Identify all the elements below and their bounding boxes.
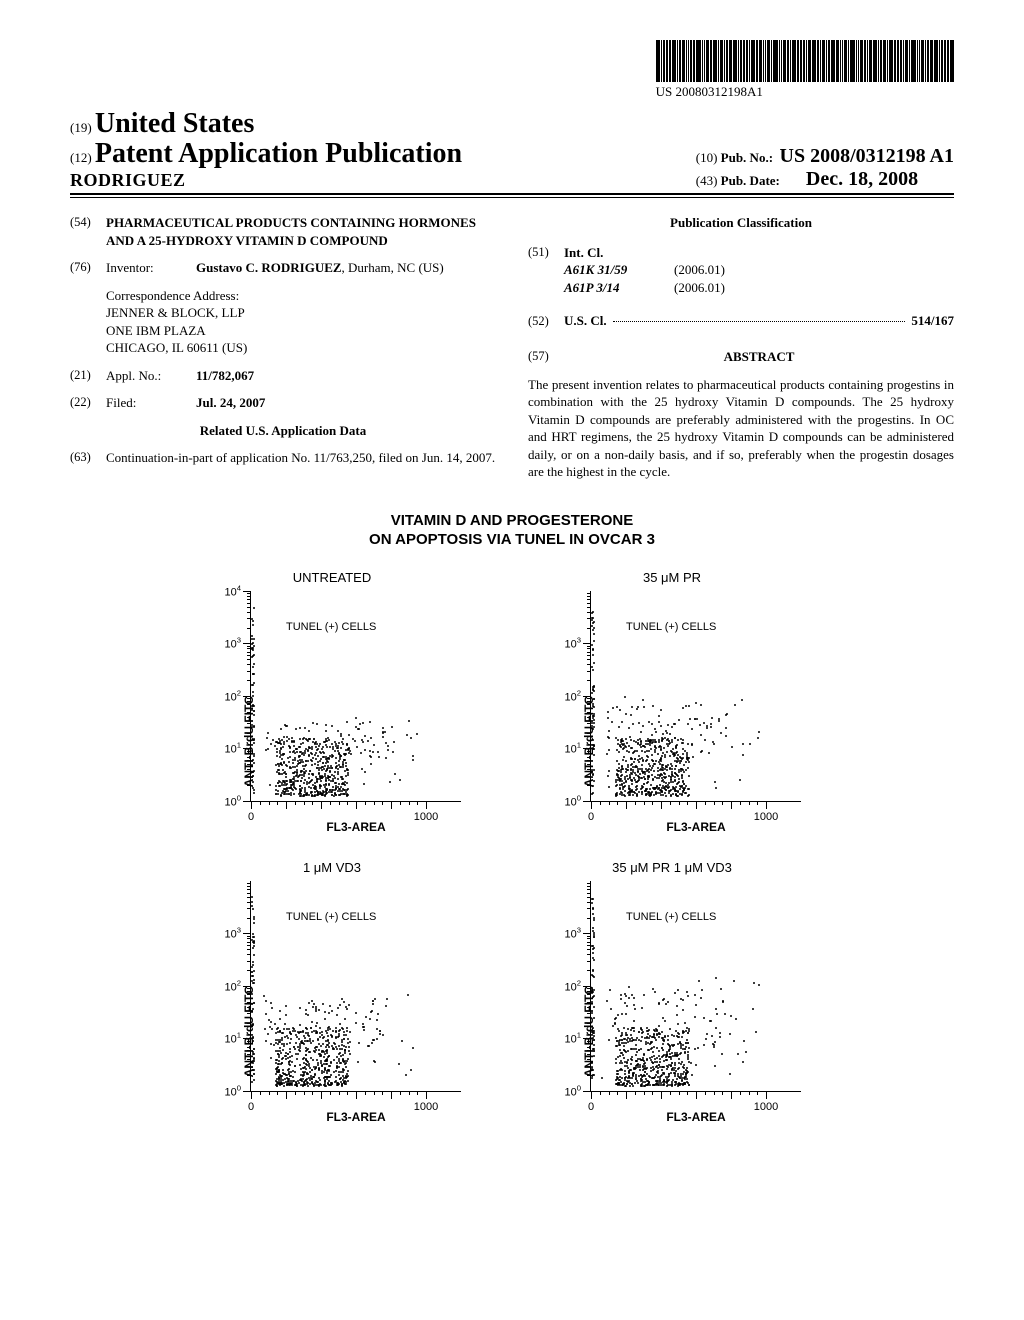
pubdate: Dec. 18, 2008	[806, 168, 918, 190]
y-tick-label: 102	[224, 689, 241, 704]
x-tick-label: 1000	[754, 811, 778, 823]
country-code: (19)	[70, 120, 92, 135]
filed-label: Filed:	[106, 394, 196, 412]
abstract-text: The present invention relates to pharmac…	[528, 376, 954, 481]
inventor-label: Inventor:	[106, 259, 196, 277]
barcode-number: US 20080312198A1	[656, 84, 954, 100]
abstract-code: (57)	[528, 348, 564, 366]
scatter-panel: UNTREATEDANTI-BrdU FITC10010110210310401…	[202, 570, 462, 830]
applno-label: Appl. No.:	[106, 367, 196, 385]
y-axis-label: ANTI-BrdU FITC	[242, 986, 256, 1077]
applicant-name: RODRIGUEZ	[70, 170, 462, 191]
cip-text: Continuation-in-part of application No. …	[106, 449, 496, 467]
filed-date: Jul. 24, 2007	[196, 395, 265, 410]
intcl-entry: A61K 31/59(2006.01)	[564, 261, 954, 279]
intcl-code: (51)	[528, 244, 564, 262]
correspondence-line: CHICAGO, IL 60611 (US)	[106, 339, 496, 357]
barcode-area: US 20080312198A1	[70, 40, 954, 100]
x-tick-label: 1000	[414, 1101, 438, 1113]
y-tick-label: 103	[224, 636, 241, 651]
y-tick-label: 100	[224, 1084, 241, 1099]
uscl-code: (52)	[528, 313, 564, 330]
bibliographic-columns: (54) PHARMACEUTICAL PRODUCTS CONTAINING …	[70, 214, 954, 481]
pubno: US 2008/0312198 A1	[780, 145, 954, 167]
filed-code: (22)	[70, 394, 106, 412]
country: United States	[95, 108, 254, 139]
intcl-version: (2006.01)	[674, 279, 725, 297]
pubno-label: Pub. No.:	[721, 150, 773, 165]
y-tick-label: 101	[564, 1031, 581, 1046]
y-tick-label: 100	[564, 794, 581, 809]
scatter-plot: ANTI-BrdU FITC10010110210310401000TUNEL …	[250, 591, 461, 802]
left-column: (54) PHARMACEUTICAL PRODUCTS CONTAINING …	[70, 214, 496, 481]
x-tick-label: 0	[588, 811, 594, 823]
tunel-label: TUNEL (+) CELLS	[626, 621, 716, 633]
intcl-list: A61K 31/59(2006.01)A61P 3/14(2006.01)	[564, 261, 954, 296]
uscl-label: U.S. Cl.	[564, 312, 607, 330]
y-tick-label: 102	[564, 979, 581, 994]
pubno-code: (10)	[696, 150, 718, 165]
intcl-class: A61P 3/14	[564, 279, 674, 297]
panel-title: 1 μM VD3	[202, 860, 462, 875]
scatter-plot: ANTI-BrdU FITC10010110210301000TUNEL (+)…	[590, 881, 801, 1092]
y-tick-label: 103	[564, 636, 581, 651]
dotted-leader	[613, 321, 906, 322]
inventor-loc: , Durham, NC (US)	[342, 260, 444, 275]
invention-title: PHARMACEUTICAL PRODUCTS CONTAINING HORMO…	[106, 214, 496, 249]
related-header: Related U.S. Application Data	[70, 422, 496, 440]
x-tick-label: 0	[588, 1101, 594, 1113]
x-tick-label: 0	[248, 811, 254, 823]
y-tick-label: 102	[564, 689, 581, 704]
y-tick-label: 100	[224, 794, 241, 809]
scatter-plot: ANTI-BrdU FITC10010110210301000TUNEL (+)…	[250, 881, 461, 1092]
pubdate-code: (43)	[696, 173, 718, 188]
x-tick-label: 1000	[754, 1101, 778, 1113]
scatter-panel: 35 μM PR 1 μM VD3 ANTI-BrdU FITC100101102…	[542, 860, 802, 1120]
uscl-value: 514/167	[911, 312, 954, 330]
y-tick-label: 101	[564, 741, 581, 756]
panel-title: 35 μM PR	[542, 570, 802, 585]
panel-title: 35 μM PR 1 μM VD3	[542, 860, 802, 875]
pubdate-label: Pub. Date:	[721, 173, 780, 188]
correspondence-line: JENNER & BLOCK, LLP	[106, 304, 496, 322]
scatter-panel: 35 μM PRANTI-BrdU FITC10010110210301000T…	[542, 570, 802, 830]
barcode	[656, 40, 954, 82]
scatter-panel: 1 μM VD3ANTI-BrdU FITC10010110210301000T…	[202, 860, 462, 1120]
scatter-plot: ANTI-BrdU FITC10010110210301000TUNEL (+)…	[590, 591, 801, 802]
correspondence-line: ONE IBM PLAZA	[106, 322, 496, 340]
y-tick-label: 101	[224, 1031, 241, 1046]
tunel-label: TUNEL (+) CELLS	[286, 911, 376, 923]
figure-title: VITAMIN D AND PROGESTERONE ON APOPTOSIS …	[70, 511, 954, 550]
y-tick-label: 102	[224, 979, 241, 994]
title-code: (54)	[70, 214, 106, 249]
abstract-header: ABSTRACT	[564, 348, 954, 366]
correspondence-label: Correspondence Address:	[106, 287, 496, 305]
intcl-version: (2006.01)	[674, 261, 725, 279]
x-tick-label: 0	[248, 1101, 254, 1113]
y-tick-label: 103	[224, 926, 241, 941]
figure-area: VITAMIN D AND PROGESTERONE ON APOPTOSIS …	[70, 511, 954, 1120]
intcl-entry: A61P 3/14(2006.01)	[564, 279, 954, 297]
figure-grid: UNTREATEDANTI-BrdU FITC10010110210310401…	[202, 570, 822, 1120]
intcl-class: A61K 31/59	[564, 261, 674, 279]
cip-code: (63)	[70, 449, 106, 467]
y-tick-label: 101	[224, 741, 241, 756]
applno-code: (21)	[70, 367, 106, 385]
tunel-label: TUNEL (+) CELLS	[286, 621, 376, 633]
y-tick-label: 100	[564, 1084, 581, 1099]
y-axis-label: ANTI-BrdU FITC	[582, 696, 596, 787]
publication-header: (19) United States (12) Patent Applicati…	[70, 108, 954, 195]
kind-label: Patent Application Publication	[95, 138, 462, 169]
y-tick-label: 104	[224, 584, 241, 599]
y-tick-label: 103	[564, 926, 581, 941]
kind-code: (12)	[70, 150, 92, 165]
x-tick-label: 1000	[414, 811, 438, 823]
pubclass-header: Publication Classification	[528, 214, 954, 232]
inventor-code: (76)	[70, 259, 106, 277]
inventor-name: Gustavo C. RODRIGUEZ	[196, 260, 342, 275]
right-column: Publication Classification (51) Int. Cl.…	[528, 214, 954, 481]
intcl-label: Int. Cl.	[564, 245, 603, 260]
tunel-label: TUNEL (+) CELLS	[626, 911, 716, 923]
applno: 11/782,067	[196, 368, 254, 383]
